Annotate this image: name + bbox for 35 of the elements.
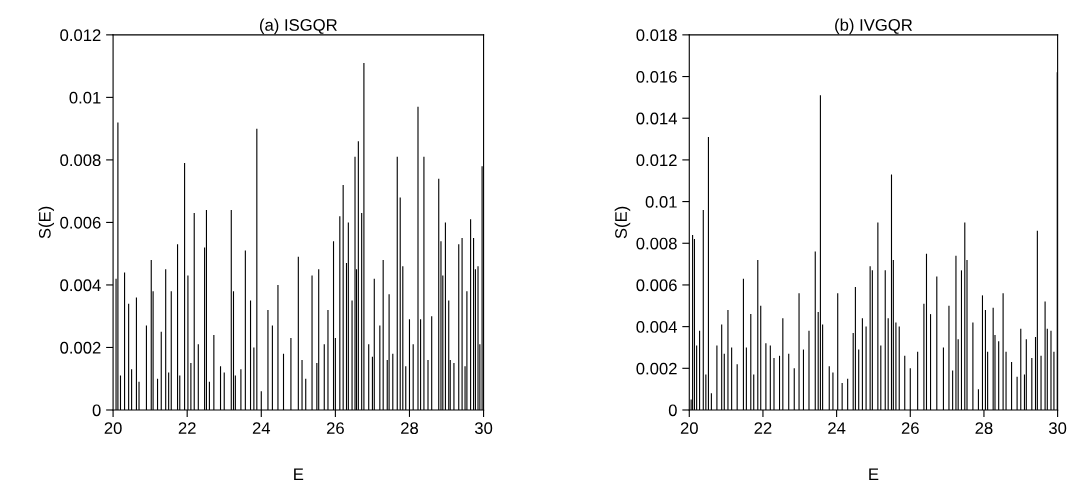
y-tick-label: 0.004 (636, 321, 677, 333)
y-tick-label: 0.01 (69, 91, 101, 104)
y-tick-label: 0.006 (60, 216, 101, 229)
x-axis-title: E (294, 468, 304, 480)
x-tick-label: 20 (104, 422, 122, 435)
x-tick-label: 24 (828, 422, 846, 434)
y-tick-label: 0.002 (60, 341, 101, 354)
x-tick-label: 26 (901, 422, 919, 435)
chart-title: (b) IVGQR (835, 18, 913, 35)
x-tick-label: 20 (680, 422, 698, 435)
x-tick-label: 26 (326, 422, 344, 435)
y-tick-label: 0.018 (636, 29, 677, 42)
y-tick-label: 0.01 (645, 195, 677, 208)
y-tick-label: 0.014 (636, 112, 677, 125)
x-tick-label: 28 (975, 422, 993, 435)
x-tick-label: 24 (252, 422, 271, 434)
y-tick-label: 0.012 (636, 154, 677, 167)
y-axis-title: S(E) (614, 206, 631, 239)
y-tick-label: 0.012 (60, 29, 101, 42)
y-axis-title: S(E) (38, 206, 55, 239)
y-tick-label: 0 (92, 404, 101, 417)
y-tick-label: 0.016 (636, 70, 677, 83)
x-tick-label: 22 (178, 422, 196, 434)
y-tick-label: 0.006 (636, 279, 677, 292)
y-tick-label: 0 (668, 404, 677, 417)
y-tick-label: 0.008 (636, 237, 677, 250)
x-tick-label: 30 (1048, 422, 1067, 435)
y-tick-label: 0.004 (60, 279, 101, 292)
x-tick-label: 28 (401, 422, 419, 435)
y-tick-label: 0.008 (60, 154, 101, 167)
x-tick-label: 30 (474, 422, 493, 435)
x-tick-label: 22 (754, 422, 772, 434)
x-axis-title: E (869, 468, 879, 480)
chart-title: (a) ISGQR (260, 18, 337, 35)
y-tick-label: 0.002 (636, 362, 677, 375)
